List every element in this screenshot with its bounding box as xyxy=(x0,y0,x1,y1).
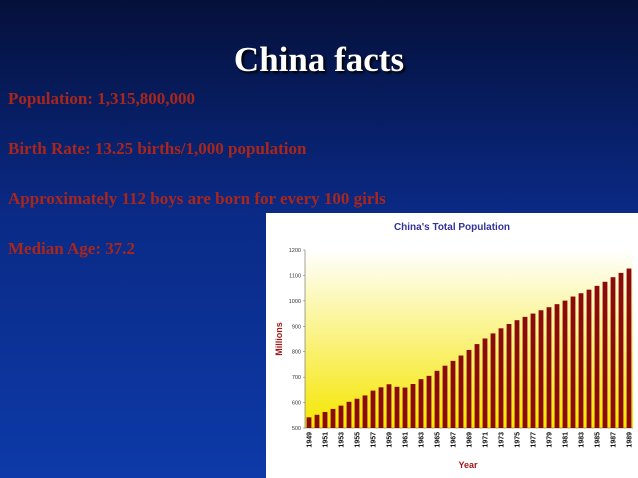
fact: Median Age: 37.2 xyxy=(8,239,136,258)
bar xyxy=(330,408,336,428)
chart: China's Total Population Year Millions 5… xyxy=(266,213,638,478)
bar xyxy=(506,323,512,428)
bar xyxy=(514,320,520,428)
bar xyxy=(586,289,592,428)
bar xyxy=(322,411,328,428)
y-tick-label: 500 xyxy=(292,426,301,432)
x-tick-label: 1965 xyxy=(435,432,442,448)
y-tick-label: 1200 xyxy=(289,248,301,254)
bar xyxy=(354,398,360,428)
x-tick-label: 1949 xyxy=(307,432,314,448)
x-tick-label: 1969 xyxy=(467,432,474,448)
bar xyxy=(314,414,320,428)
bar xyxy=(522,316,528,428)
bar xyxy=(370,390,376,428)
y-tick-label: 600 xyxy=(292,401,301,407)
x-tick-label: 1951 xyxy=(323,432,330,448)
x-tick-label: 1957 xyxy=(371,432,378,448)
bar xyxy=(602,281,608,428)
y-axis-label: Millions xyxy=(274,322,284,356)
bar xyxy=(482,338,488,428)
y-tick-label: 1100 xyxy=(289,273,301,279)
y-tick-label: 800 xyxy=(292,350,301,356)
bar xyxy=(402,387,408,428)
y-tick-label: 900 xyxy=(292,324,301,330)
x-tick-label: 1979 xyxy=(547,432,554,448)
fact: Birth Rate: 13.25 births/1,000 populatio… xyxy=(8,139,307,158)
x-tick-label: 1987 xyxy=(611,432,618,448)
x-tick-label: 1975 xyxy=(515,432,522,448)
bar xyxy=(338,405,344,428)
bar xyxy=(530,313,536,428)
y-tick-label: 700 xyxy=(292,375,301,381)
bar xyxy=(386,384,392,428)
bar xyxy=(594,285,600,428)
x-tick-label: 1983 xyxy=(579,432,586,448)
bar xyxy=(626,268,632,428)
bar xyxy=(426,375,432,428)
bar xyxy=(618,272,624,428)
x-tick-label: 1971 xyxy=(483,432,490,448)
x-tick-label: 1955 xyxy=(355,432,362,448)
x-tick-label: 1973 xyxy=(499,432,506,448)
bar xyxy=(378,387,384,428)
x-tick-label: 1985 xyxy=(595,432,602,448)
bar xyxy=(610,277,616,428)
x-tick-label: 1959 xyxy=(387,432,394,448)
bar xyxy=(458,355,464,428)
bar xyxy=(474,344,480,428)
x-tick-label: 1953 xyxy=(339,432,346,448)
bar xyxy=(410,384,416,428)
x-tick-label: 1967 xyxy=(451,432,458,448)
bar xyxy=(570,296,576,428)
bar xyxy=(554,304,560,428)
bar xyxy=(306,417,312,428)
x-axis-label: Year xyxy=(458,460,478,470)
bar xyxy=(466,349,472,428)
bar xyxy=(578,293,584,428)
x-tick-label: 1961 xyxy=(403,432,410,448)
bar xyxy=(538,310,544,428)
bar xyxy=(434,370,440,428)
slide-title: China facts xyxy=(233,40,405,79)
bar xyxy=(418,379,424,428)
bar xyxy=(490,333,496,428)
x-tick-label: 1963 xyxy=(419,432,426,448)
bar xyxy=(346,401,352,428)
bar xyxy=(394,386,400,428)
bar xyxy=(546,307,552,428)
bar xyxy=(450,360,456,428)
x-tick-label: 1977 xyxy=(531,432,538,448)
bar xyxy=(362,395,368,428)
bar xyxy=(562,300,568,428)
x-tick-label: 1989 xyxy=(627,432,634,448)
bar xyxy=(442,365,448,428)
chart-title: China's Total Population xyxy=(394,222,510,233)
y-tick-label: 1000 xyxy=(289,299,301,305)
fact: Population: 1,315,800,000 xyxy=(8,89,196,108)
fact: Approximately 112 boys are born for ever… xyxy=(8,189,386,208)
bar xyxy=(498,328,504,428)
x-tick-label: 1981 xyxy=(563,432,570,448)
